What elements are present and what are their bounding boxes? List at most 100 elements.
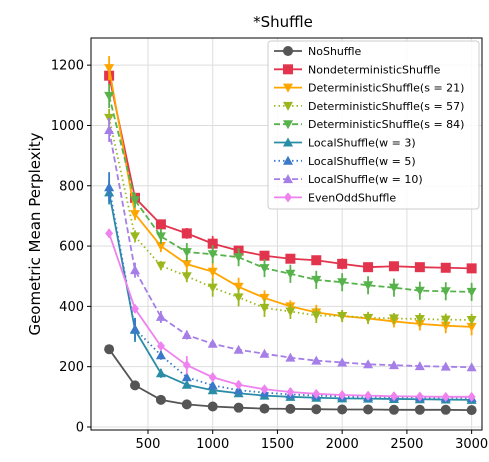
data-point (181, 248, 192, 258)
data-point (233, 253, 244, 263)
data-point (440, 404, 451, 415)
data-point (181, 272, 192, 282)
data-point (311, 275, 322, 285)
data-point (414, 286, 425, 296)
data-point (311, 355, 322, 365)
legend-item: LocalShuffle(w = 5) (274, 155, 416, 168)
data-point (286, 387, 295, 398)
data-point (155, 232, 166, 242)
data-point (364, 390, 373, 401)
legend-item: LocalShuffle(w = 10) (274, 173, 423, 186)
data-point (363, 313, 374, 323)
legend-item: DeterministicShuffle(s = 57) (274, 100, 464, 113)
data-point (104, 91, 115, 101)
data-point (182, 360, 191, 371)
data-point (207, 267, 218, 277)
data-point (130, 265, 141, 275)
legend-item: DeterministicShuffle(s = 84) (274, 118, 464, 131)
data-point (156, 341, 165, 352)
data-point (259, 403, 270, 414)
legend-label: DeterministicShuffle(s = 84) (308, 118, 464, 131)
legend-item: EvenOddShuffle (274, 191, 396, 204)
data-point (233, 344, 244, 354)
legend-label: NondeterministicShuffle (308, 63, 441, 76)
data-point (155, 261, 166, 271)
legend-items: NoShuffle NondeterministicShuffle Determin… (274, 45, 464, 204)
plot-frame (90, 37, 483, 431)
data-point (440, 287, 451, 297)
data-point (285, 307, 296, 317)
data-point (130, 196, 141, 206)
data-point (440, 321, 451, 331)
data-point (441, 391, 450, 402)
data-point (440, 315, 451, 325)
data-point (414, 262, 425, 273)
series-0 (104, 344, 477, 416)
data-point (363, 404, 374, 415)
data-point (104, 64, 115, 74)
data-point (414, 361, 425, 371)
data-point (389, 391, 398, 402)
data-point (181, 228, 192, 239)
x-tick-label: 1000 (196, 437, 229, 452)
data-point (311, 255, 322, 266)
data-point (337, 312, 348, 322)
data-point (466, 362, 477, 372)
data-point (207, 238, 218, 249)
legend-item: NondeterministicShuffle (274, 63, 441, 76)
data-point (285, 253, 296, 264)
legend-marker (283, 155, 293, 165)
data-point (414, 315, 425, 325)
data-point (104, 344, 115, 355)
legend-marker (283, 174, 293, 184)
y-axis-title: Geometric Mean Perplexity (26, 132, 44, 335)
y-tick-label: 200 (59, 360, 84, 375)
data-point (130, 232, 141, 242)
y-tick-label: 600 (59, 240, 84, 255)
legend-marker (284, 192, 292, 203)
data-point (363, 359, 374, 369)
y-tick-label: 0 (76, 420, 84, 435)
data-point (155, 242, 166, 252)
data-point (466, 405, 477, 416)
data-point (466, 263, 477, 274)
data-point (259, 250, 270, 261)
legend: NoShuffle NondeterministicShuffle Determin… (267, 40, 480, 210)
data-point (130, 380, 141, 391)
ticks: 500 1000 1500 2000 2500 3000 0 200 400 600 800 1000… (51, 59, 488, 452)
legend-marker (283, 101, 293, 111)
data-point (181, 372, 192, 382)
x-tick-label: 3000 (455, 437, 488, 452)
data-point (363, 262, 374, 273)
series-4 (104, 83, 477, 301)
legend-label: LocalShuffle(w = 10) (308, 173, 423, 186)
legend-item: NoShuffle (274, 45, 362, 58)
data-point (233, 293, 244, 303)
y-tick-label: 800 (59, 179, 84, 194)
legend-label: NoShuffle (308, 45, 362, 58)
data-point (104, 124, 115, 134)
data-point (363, 281, 374, 291)
y-tick-label: 1000 (51, 119, 84, 134)
data-point (155, 219, 166, 230)
legend-label: EvenOddShuffle (308, 191, 396, 204)
data-point (259, 348, 270, 358)
data-point (338, 390, 347, 401)
series-layer (104, 56, 477, 416)
data-point (207, 401, 218, 412)
data-point (285, 403, 296, 414)
data-point (285, 352, 296, 362)
data-point (259, 293, 270, 303)
data-point (467, 391, 476, 402)
data-point (337, 278, 348, 288)
data-point (104, 182, 115, 192)
data-point (207, 380, 218, 390)
data-point (234, 379, 243, 390)
data-point (181, 379, 192, 389)
legend-label: DeterministicShuffle(s = 21) (308, 82, 464, 95)
data-point (155, 394, 166, 405)
data-point (260, 384, 269, 395)
data-point (207, 250, 218, 260)
legend-box (267, 40, 480, 210)
